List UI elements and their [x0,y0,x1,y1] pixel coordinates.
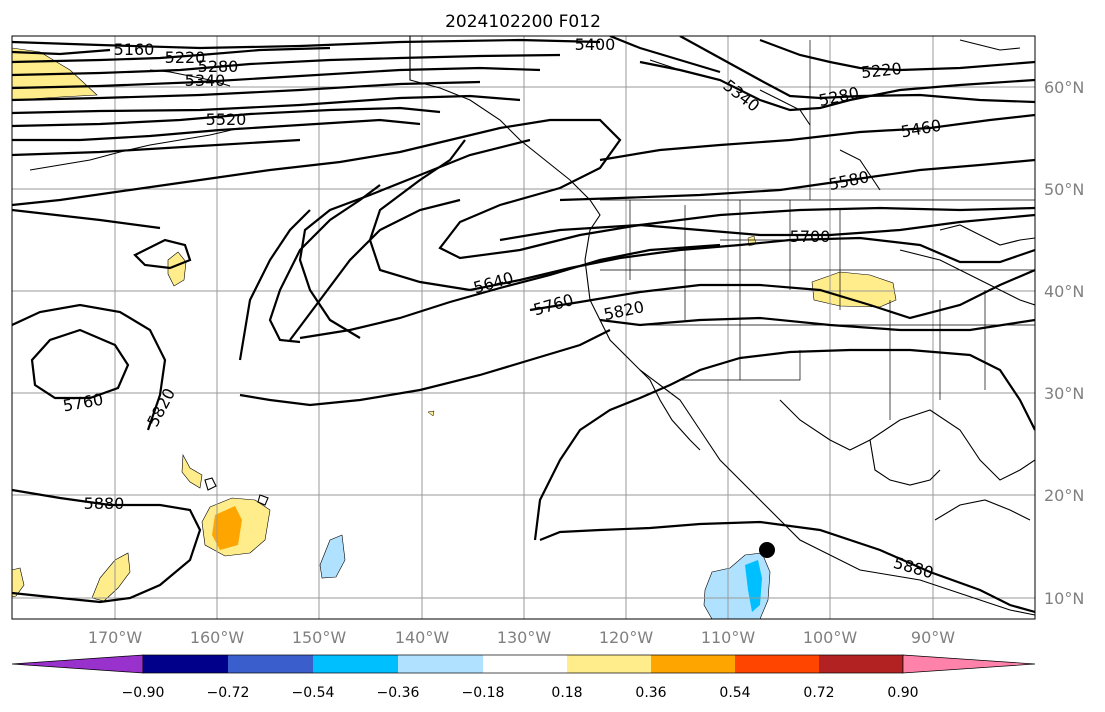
colorbar-segment [567,655,651,673]
colorbar-segment [313,655,398,673]
borders [409,36,1035,420]
lon-label: 120°W [599,628,654,647]
colorbar: −0.90 −0.72 −0.54 −0.36 −0.18 0.18 0.36 … [11,654,1036,701]
colorbar-segment [228,655,313,673]
shade-orange-hawaii [212,506,242,550]
contour-label: 5160 [114,40,155,59]
shade-yellow-small-b [427,410,435,417]
lat-label: 30°N [1044,384,1084,403]
latitude-labels: 60°N 50°N 40°N 30°N 20°N 10°N [1044,78,1084,608]
colorbar-tick-label: 0.36 [635,685,666,701]
colorbar-tick-label: 0.54 [719,685,750,701]
coastlines [29,36,1035,616]
lon-label: 90°W [911,628,955,647]
map-content [12,36,1035,619]
contour-label: 5280 [198,57,239,76]
shade-yellow-kansas [811,271,897,308]
colorbar-extend-low [11,654,144,674]
colorbar-tick-label: −0.54 [292,685,335,701]
lon-label: 110°W [701,628,756,647]
colorbar-tick-label: 0.72 [803,685,834,701]
storm-center-marker [759,542,775,558]
colorbar-extend-high [902,654,1036,674]
lat-label: 20°N [1044,486,1084,505]
lon-label: 170°W [88,628,143,647]
colorbar-tick-label: 0.90 [887,685,918,701]
longitude-labels: 170°W 160°W 150°W 140°W 130°W 120°W 110°… [88,628,955,647]
contour-label: 5220 [860,59,902,82]
contour-label: 5400 [575,35,616,54]
colorbar-segment [398,655,483,673]
contour-label: 5700 [790,227,831,246]
lon-label: 100°W [803,628,858,647]
shade-yellow-west [167,251,187,287]
lon-label: 130°W [497,628,552,647]
lon-label: 140°W [395,628,450,647]
colorbar-tick-label: −0.72 [207,685,250,701]
colorbar-segment [483,655,567,673]
colorbar-tick-label: 0.18 [551,685,582,701]
lon-label: 160°W [190,628,245,647]
lon-label: 150°W [292,628,347,647]
contour-label: 5520 [206,110,247,129]
shade-yellow-south-2 [12,567,25,598]
contour-label: 5220 [165,48,206,67]
gridlines [12,36,1035,619]
lat-label: 40°N [1044,282,1084,301]
colorbar-segment [735,655,819,673]
lat-label: 50°N [1044,180,1084,199]
colorbar-tick-label: −0.90 [122,685,165,701]
colorbar-segment [651,655,735,673]
contours [12,36,1035,614]
shade-lightblue-140w [319,534,346,579]
map-frame [11,35,1036,620]
contour-label: 5880 [84,494,125,513]
shade-yellow-south-1 [91,552,131,602]
colorbar-tick-label: −0.18 [462,685,505,701]
shade-blue-mexico [745,560,762,612]
colorbar-tick-label: −0.36 [377,685,420,701]
shade-yellow-hawaii-small [181,453,203,489]
lat-label: 10°N [1044,589,1084,608]
map-title: 2024102200 F012 [445,12,601,32]
lat-label: 60°N [1044,78,1084,97]
colorbar-segment [143,655,228,673]
contour-label: 5340 [185,71,226,90]
colorbar-segment [819,655,903,673]
